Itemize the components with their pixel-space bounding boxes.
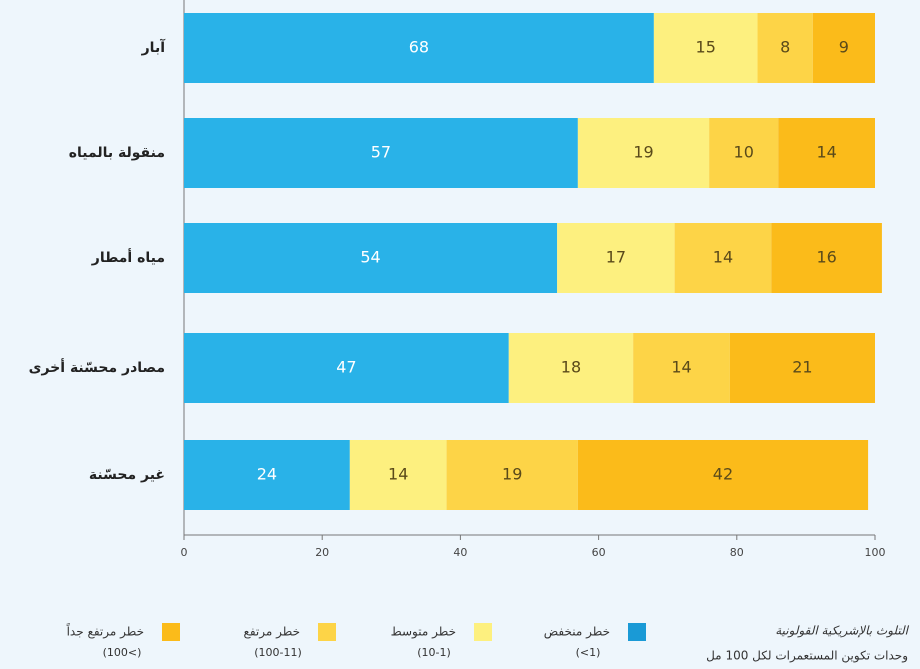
data-label: 14 bbox=[671, 358, 691, 377]
data-label: 47 bbox=[336, 358, 356, 377]
x-tick-label: 80 bbox=[730, 546, 744, 559]
bar-segment bbox=[674, 223, 772, 293]
bar-segment bbox=[349, 440, 447, 510]
bar-segment bbox=[778, 118, 875, 188]
bar-segment bbox=[771, 223, 882, 293]
bar-segment bbox=[757, 13, 813, 83]
data-label: 17 bbox=[606, 248, 626, 267]
x-tick-label: 100 bbox=[865, 546, 886, 559]
legend-title: وحدات تكوين المستعمرات لكل 100 مل bbox=[706, 649, 908, 664]
bar-segment bbox=[577, 118, 710, 188]
y-tick-label: مصادر محسّنة أخرى bbox=[29, 358, 165, 376]
x-tick-label: 60 bbox=[592, 546, 606, 559]
data-label: 9 bbox=[839, 38, 849, 57]
data-label: 14 bbox=[713, 248, 733, 267]
bar-segment bbox=[184, 440, 350, 510]
legend-range: (<1) bbox=[576, 646, 601, 659]
data-label: 57 bbox=[371, 143, 391, 162]
data-label: 54 bbox=[360, 248, 380, 267]
bar-segment bbox=[557, 223, 675, 293]
data-label: 14 bbox=[816, 143, 836, 162]
bar-segment bbox=[446, 440, 578, 510]
legend-range: (100<) bbox=[103, 646, 142, 659]
y-tick-label: غير محسّنة bbox=[89, 467, 165, 483]
legend-swatch bbox=[162, 623, 180, 641]
data-label: 14 bbox=[388, 465, 408, 484]
data-label: 18 bbox=[561, 358, 581, 377]
bar-segment bbox=[729, 333, 875, 403]
data-label: 8 bbox=[780, 38, 790, 57]
legend-label: خطر مرتفع bbox=[243, 625, 300, 640]
data-label: 16 bbox=[816, 248, 836, 267]
legend-title: التلوث بالإشريكية القولونية bbox=[775, 624, 909, 638]
bar-segment bbox=[184, 13, 654, 83]
legend-range: (100-11) bbox=[254, 646, 302, 659]
bar-segment bbox=[812, 13, 875, 83]
x-tick-label: 20 bbox=[315, 546, 329, 559]
data-label: 19 bbox=[633, 143, 653, 162]
legend-swatch bbox=[318, 623, 336, 641]
legend-label: خطر منخفض bbox=[544, 625, 610, 640]
data-label: 42 bbox=[713, 465, 733, 484]
bar-segment bbox=[184, 118, 578, 188]
data-label: 68 bbox=[409, 38, 429, 57]
bar-segment bbox=[508, 333, 634, 403]
bar-segment bbox=[577, 440, 869, 510]
x-tick-label: 40 bbox=[453, 546, 467, 559]
x-tick-label: 0 bbox=[181, 546, 188, 559]
data-label: 15 bbox=[696, 38, 716, 57]
legend-swatch bbox=[628, 623, 646, 641]
y-tick-label: مياه أمطار bbox=[91, 248, 165, 266]
bar-segment bbox=[653, 13, 758, 83]
y-tick-label: آبار bbox=[141, 38, 167, 56]
data-label: 24 bbox=[257, 465, 277, 484]
bar-segment bbox=[709, 118, 779, 188]
bar-segment bbox=[184, 333, 509, 403]
legend-label: خطر مرتفع جداً bbox=[66, 623, 144, 640]
bar-segment bbox=[633, 333, 730, 403]
legend-swatch bbox=[474, 623, 492, 641]
data-label: 21 bbox=[792, 358, 812, 377]
data-label: 19 bbox=[502, 465, 522, 484]
data-label: 10 bbox=[734, 143, 754, 162]
legend-range: (10-1) bbox=[417, 646, 451, 659]
bar-segment bbox=[184, 223, 558, 293]
legend-label: خطر متوسط bbox=[391, 625, 456, 640]
y-tick-label: منقولة بالمياه bbox=[69, 145, 165, 161]
